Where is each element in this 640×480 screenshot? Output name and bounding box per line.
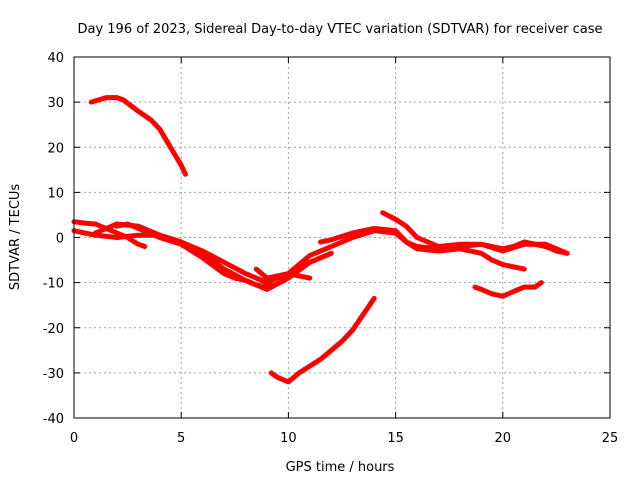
- y-tick-label: 20: [47, 141, 64, 156]
- y-tick-label: -30: [43, 367, 64, 382]
- y-tick-label: 40: [47, 51, 64, 66]
- x-tick-label: 15: [387, 431, 404, 446]
- chart-title: Day 196 of 2023, Sidereal Day-to-day VTE…: [77, 22, 602, 37]
- y-tick-label: -40: [43, 412, 64, 427]
- y-tick-label: 10: [47, 186, 64, 201]
- series-line-arc-10: [472, 280, 544, 299]
- x-tick-label: 25: [602, 431, 619, 446]
- series-line-arc-5: [114, 221, 274, 290]
- series-group: [71, 95, 570, 385]
- series-line-arc-2: [71, 219, 148, 249]
- y-axis-label: SDTVAR / TECUs: [8, 184, 23, 291]
- series-line-arc-8: [380, 210, 570, 256]
- y-tick-label: -10: [43, 277, 64, 292]
- x-tick-label: 0: [70, 431, 78, 446]
- grid-lines: [74, 57, 610, 418]
- y-tick-label: 0: [56, 232, 64, 247]
- x-tick-label: 20: [495, 431, 512, 446]
- x-tick-label: 5: [177, 431, 185, 446]
- series-line-arc-7: [318, 226, 527, 272]
- x-axis-label: GPS time / hours: [286, 460, 395, 475]
- y-tick-label: -20: [43, 322, 64, 337]
- x-tick-label: 10: [280, 431, 297, 446]
- tick-labels: 0 5 10 15 20 25 -40 -30 -20 -10 0 10 20 30 40: [43, 51, 619, 446]
- y-tick-label: 30: [47, 96, 64, 111]
- series-line-arc-1: [88, 95, 188, 177]
- series-line-arc-9: [268, 295, 377, 385]
